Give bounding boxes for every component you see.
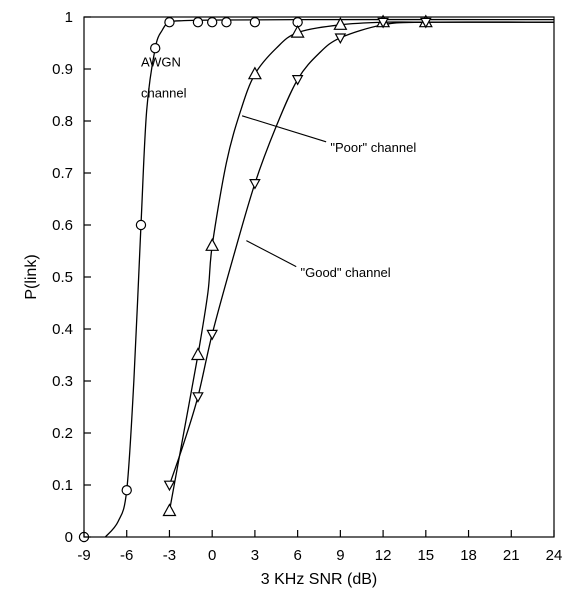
y-tick-label: 0.4 <box>52 321 73 338</box>
x-axis: -9 -6 -3 0 3 6 9 12 15 18 21 24 <box>77 530 562 564</box>
x-tick-label: 18 <box>460 547 477 564</box>
data-point-poor <box>205 238 220 251</box>
y-tick-label: 0 <box>65 529 73 546</box>
annotation-label: "Good" channel <box>300 265 390 280</box>
data-point-awgn <box>135 219 147 231</box>
data-point-poor <box>190 347 205 361</box>
x-tick-label: 21 <box>503 547 520 564</box>
annotation-label: AWGN <box>141 54 181 69</box>
annotation-pointer <box>241 115 327 143</box>
y-tick-label: 0.2 <box>52 425 73 442</box>
x-tick-label: -3 <box>163 547 176 564</box>
data-point-poor <box>333 17 348 30</box>
x-tick-label: 15 <box>417 547 434 564</box>
data-point-poor <box>247 66 262 80</box>
data-point-awgn <box>121 485 132 496</box>
x-tick-label: 24 <box>546 547 563 564</box>
data-point-good <box>291 74 304 86</box>
data-point-good <box>249 179 261 190</box>
data-point-good <box>377 17 389 29</box>
series-line-good <box>168 21 554 486</box>
data-point-good <box>206 329 218 341</box>
y-tick-label: 0.6 <box>52 217 73 234</box>
data-point-good <box>334 33 347 45</box>
data-point-good <box>163 480 176 492</box>
y-tick-label: 0.5 <box>52 269 73 286</box>
y-axis: 0 0.1 0.2 0.3 0.4 0.5 0.6 0.7 0.8 0.9 1 <box>52 9 91 546</box>
y-axis-label: P(link) <box>23 254 40 299</box>
x-tick-label: 3 <box>251 547 259 564</box>
x-tick-label: 6 <box>293 547 301 564</box>
data-point-awgn <box>221 17 232 28</box>
y-tick-label: 0.7 <box>52 165 73 182</box>
x-axis-label: 3 KHz SNR (dB) <box>261 571 377 588</box>
data-point-awgn <box>192 17 204 28</box>
data-point-awgn <box>249 17 261 28</box>
annotation-pointer <box>246 240 297 268</box>
annotations: AWGN channel "Poor" channel "Good" channel <box>141 54 416 280</box>
y-tick-label: 0.8 <box>52 113 73 130</box>
y-tick-label: 0.3 <box>52 373 73 390</box>
data-point-awgn <box>150 43 161 54</box>
data-point-awgn <box>206 17 218 28</box>
x-tick-label: 0 <box>208 547 216 564</box>
y-tick-label: 1 <box>65 9 73 26</box>
data-point-poor <box>162 503 177 517</box>
data-point-good <box>192 392 204 403</box>
data-point-poor <box>290 24 305 38</box>
y-tick-label: 0.1 <box>52 477 73 494</box>
x-tick-label: 9 <box>336 547 344 564</box>
data-point-good <box>420 17 432 29</box>
data-point-awgn <box>164 17 175 28</box>
x-tick-label: 12 <box>375 547 392 564</box>
annotation-label: channel <box>141 86 187 101</box>
x-tick-label: -9 <box>77 547 90 564</box>
y-tick-label: 0.9 <box>52 61 73 78</box>
annotation-label: "Poor" channel <box>330 140 416 155</box>
x-tick-label: -6 <box>120 547 133 564</box>
